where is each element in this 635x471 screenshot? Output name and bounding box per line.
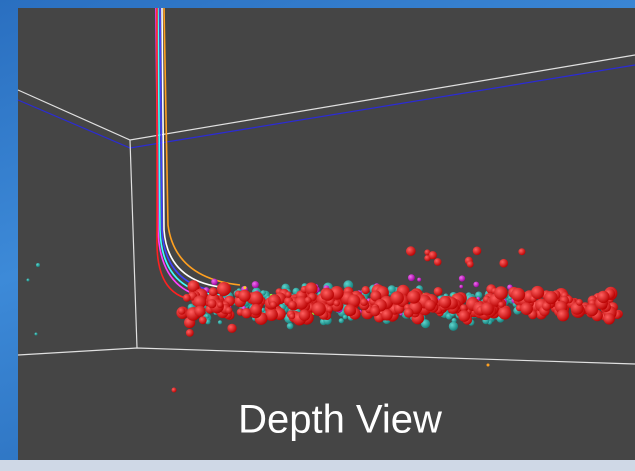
event-dot bbox=[249, 291, 263, 305]
event-dot bbox=[424, 300, 435, 311]
event-dot bbox=[217, 302, 223, 308]
event-dot bbox=[467, 261, 474, 268]
event-dot bbox=[473, 282, 479, 288]
event-dot bbox=[518, 248, 525, 255]
event-dot bbox=[576, 299, 583, 306]
event-dot bbox=[344, 304, 356, 316]
event-dot bbox=[499, 259, 508, 268]
event-dot bbox=[362, 286, 370, 294]
event-dot bbox=[604, 313, 615, 324]
event-dot bbox=[429, 251, 437, 259]
event-dot bbox=[498, 302, 504, 308]
event-dot bbox=[434, 258, 442, 266]
event-dot bbox=[449, 322, 458, 331]
event-dot bbox=[434, 287, 443, 296]
event-dot bbox=[172, 388, 177, 393]
event-dot bbox=[217, 282, 231, 296]
event-dot bbox=[252, 281, 259, 288]
event-dot bbox=[194, 306, 205, 317]
event-dot bbox=[511, 288, 525, 302]
event-dot bbox=[183, 294, 191, 302]
event-dot bbox=[186, 329, 194, 337]
event-dot bbox=[334, 300, 340, 306]
event-dot bbox=[312, 302, 326, 316]
event-dot bbox=[227, 324, 236, 333]
event-dot bbox=[287, 323, 294, 330]
event-dot bbox=[408, 274, 415, 281]
event-dot bbox=[299, 310, 310, 321]
event-dot bbox=[27, 279, 30, 282]
screen: Depth View bbox=[0, 0, 635, 471]
event-dot bbox=[225, 307, 232, 314]
event-dot bbox=[250, 304, 262, 316]
event-dot bbox=[473, 247, 482, 256]
event-dot bbox=[243, 286, 246, 289]
event-dot bbox=[481, 302, 494, 315]
event-dot bbox=[289, 313, 295, 319]
event-dot bbox=[390, 291, 404, 305]
event-dot bbox=[285, 291, 291, 297]
event-dot bbox=[407, 290, 420, 303]
event-dot bbox=[370, 306, 380, 316]
event-dot bbox=[199, 316, 207, 324]
event-dot bbox=[178, 307, 186, 315]
event-dot bbox=[339, 318, 344, 323]
event-dot bbox=[305, 297, 312, 304]
event-dot bbox=[417, 278, 421, 282]
event-dot bbox=[239, 290, 251, 302]
event-dot bbox=[406, 246, 416, 256]
depth-view-scene: Depth View bbox=[0, 0, 635, 471]
event-dot bbox=[218, 320, 222, 324]
event-dot bbox=[326, 306, 333, 313]
event-dot bbox=[520, 302, 533, 315]
event-dot bbox=[343, 315, 348, 320]
event-dot bbox=[459, 275, 465, 281]
event-dot bbox=[544, 291, 557, 304]
event-dot bbox=[458, 310, 470, 322]
event-dot bbox=[404, 308, 414, 318]
event-dot bbox=[487, 364, 490, 367]
bottom-strip bbox=[0, 460, 635, 471]
event-dot bbox=[36, 263, 40, 267]
event-dot bbox=[498, 306, 511, 319]
event-dot bbox=[439, 296, 451, 308]
event-dot bbox=[211, 279, 217, 285]
event-dot bbox=[322, 288, 334, 300]
event-dot bbox=[288, 301, 297, 310]
event-dot bbox=[209, 287, 218, 296]
event-dot bbox=[35, 333, 38, 336]
event-dot bbox=[270, 301, 277, 308]
event-dot bbox=[597, 291, 609, 303]
event-dot bbox=[459, 285, 463, 289]
event-dot bbox=[360, 298, 368, 306]
event-dot bbox=[557, 309, 569, 321]
event-dot bbox=[494, 286, 508, 300]
event-dot bbox=[531, 286, 544, 299]
caption: Depth View bbox=[238, 398, 442, 442]
event-dot bbox=[207, 299, 216, 308]
